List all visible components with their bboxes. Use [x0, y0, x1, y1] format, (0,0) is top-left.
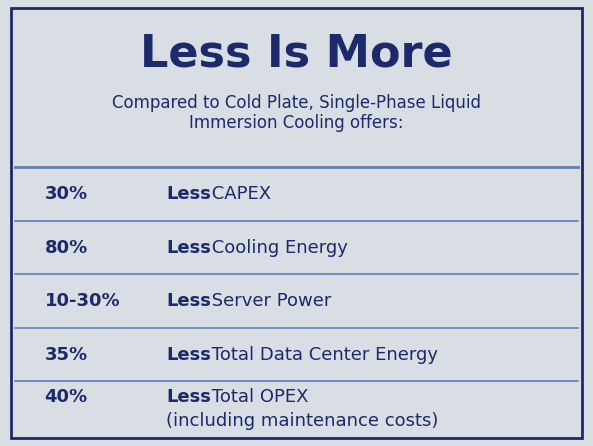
Text: Server Power: Server Power [206, 292, 331, 310]
Text: Less: Less [166, 346, 211, 363]
Text: 35%: 35% [44, 346, 88, 363]
Text: Compared to Cold Plate, Single-Phase Liquid: Compared to Cold Plate, Single-Phase Liq… [112, 94, 481, 112]
Text: (including maintenance costs): (including maintenance costs) [166, 413, 438, 430]
Text: CAPEX: CAPEX [206, 185, 272, 203]
Text: Cooling Energy: Cooling Energy [206, 239, 348, 256]
Text: 40%: 40% [44, 388, 88, 406]
Text: Less: Less [166, 239, 211, 256]
Text: Less Is More: Less Is More [140, 32, 453, 75]
Text: 30%: 30% [44, 185, 88, 203]
Text: Less: Less [166, 185, 211, 203]
Text: 80%: 80% [44, 239, 88, 256]
Text: Less: Less [166, 292, 211, 310]
Text: Total Data Center Energy: Total Data Center Energy [206, 346, 438, 363]
Text: 10-30%: 10-30% [44, 292, 120, 310]
Text: Total OPEX: Total OPEX [206, 388, 309, 406]
Text: Immersion Cooling offers:: Immersion Cooling offers: [189, 114, 404, 132]
Text: Less: Less [166, 388, 211, 406]
